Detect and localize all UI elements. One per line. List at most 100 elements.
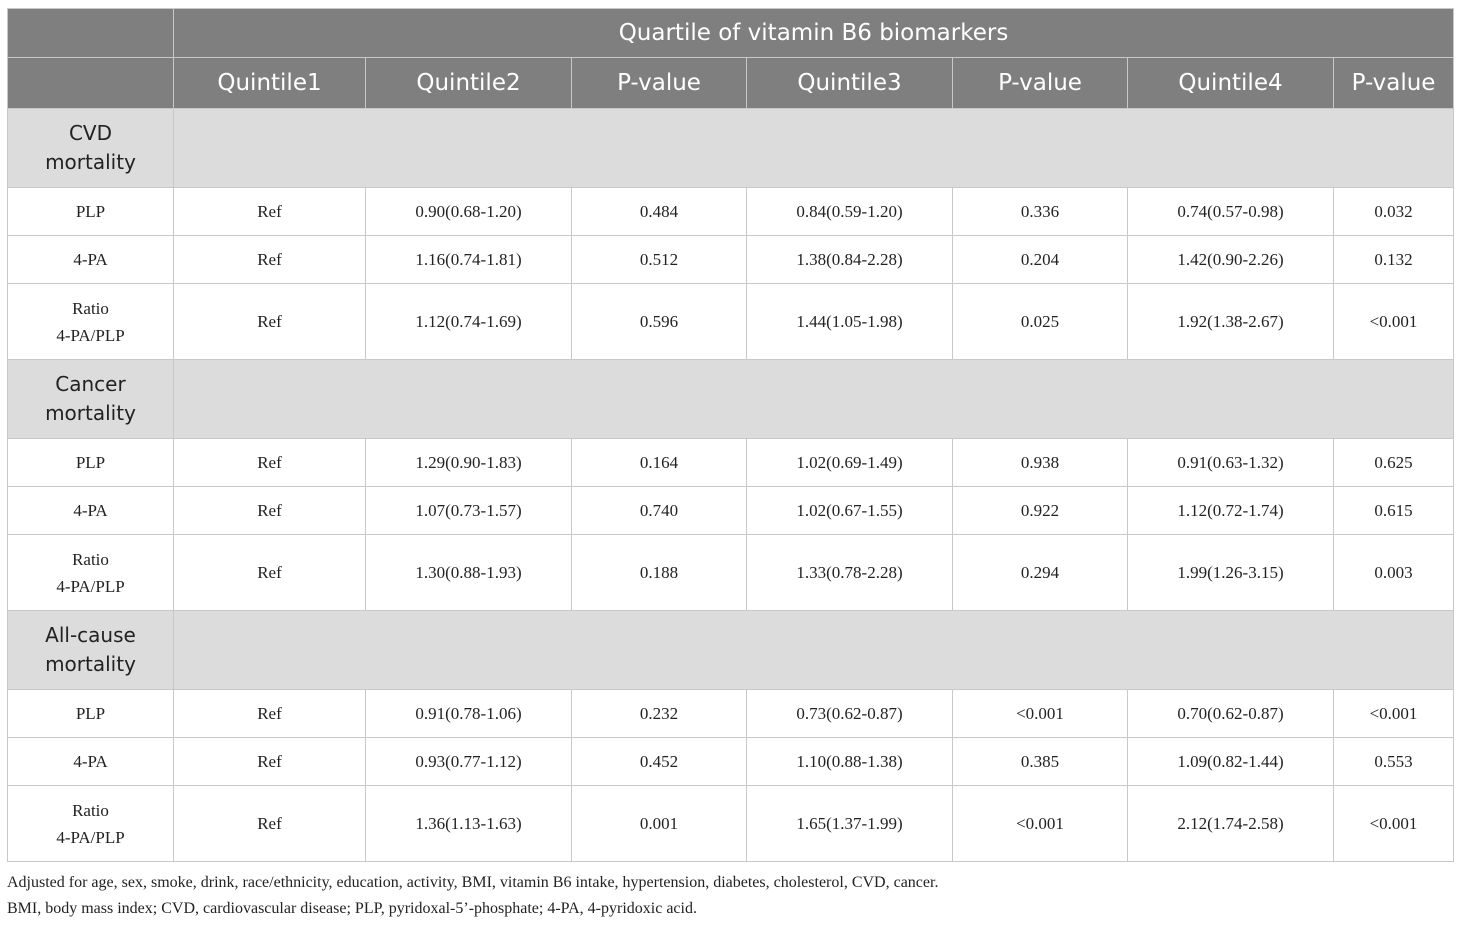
table-cell: 1.12(0.72-1.74) (1127, 486, 1334, 535)
table-cell: 1.30(0.88-1.93) (365, 534, 572, 611)
group-label-line: mortality (45, 652, 136, 676)
group-fill (172, 610, 1455, 690)
table-row: 4-PA Ref 1.16(0.74-1.81) 0.512 1.38(0.84-2.2… (7, 235, 1455, 284)
table-cell: 1.99(1.26-3.15) (1127, 534, 1334, 611)
table-cell: 0.84(0.59-1.20) (746, 187, 953, 236)
table-title: Quartile of vitamin B6 biomarkers (172, 8, 1455, 58)
row-label: 4-PA (7, 486, 174, 535)
table-cell: Ref (173, 187, 366, 236)
table-row: Ratio 4-PA/PLP Ref 1.12(0.74-1.69) 0.596 1.44… (7, 283, 1455, 360)
table-row: Ratio 4-PA/PLP Ref 1.36(1.13-1.63) 0.001 1.65… (7, 785, 1455, 862)
table-cell: 0.032 (1332, 187, 1455, 236)
table-cell: Ref (173, 438, 366, 487)
column-header: Quintile4 (1127, 57, 1334, 109)
row-label-line: Ratio (72, 800, 109, 820)
table-row: 4-PA Ref 0.93(0.77-1.12) 0.452 1.10(0.88-1.3… (7, 737, 1455, 786)
row-label-line: 4-PA/PLP (56, 325, 125, 345)
table-cell: 1.12(0.74-1.69) (365, 283, 572, 360)
table-cell: 0.204 (952, 235, 1128, 284)
table-cell: 1.92(1.38-2.67) (1127, 283, 1334, 360)
table-cell: 0.625 (1332, 438, 1455, 487)
column-header: Quintile2 (365, 57, 572, 109)
row-label: PLP (7, 689, 174, 738)
group-row: CVD mortality (7, 108, 1455, 188)
table-cell: 0.91(0.78-1.06) (365, 689, 572, 738)
table-row: Ratio 4-PA/PLP Ref 1.30(0.88-1.93) 0.188 1.33… (7, 534, 1455, 611)
table-cell: 0.294 (952, 534, 1128, 611)
column-header: P-value (1332, 57, 1455, 109)
row-label: PLP (7, 187, 174, 236)
table-cell: <0.001 (1332, 785, 1455, 862)
table-cell: 0.91(0.63-1.32) (1127, 438, 1334, 487)
table-cell: 0.553 (1332, 737, 1455, 786)
row-label: 4-PA (7, 737, 174, 786)
row-label: Ratio 4-PA/PLP (7, 785, 174, 862)
header-corner-2 (7, 57, 174, 109)
group-label: All-cause mortality (7, 610, 174, 690)
table-cell: 0.003 (1332, 534, 1455, 611)
table-cell: 0.740 (571, 486, 747, 535)
table-cell: 1.33(0.78-2.28) (746, 534, 953, 611)
table-cell: 0.74(0.57-0.98) (1127, 187, 1334, 236)
group-label: CVD mortality (7, 108, 174, 188)
table-row: PLP Ref 1.29(0.90-1.83) 0.164 1.02(0.69-1.49… (7, 438, 1455, 487)
table-cell: 0.70(0.62-0.87) (1127, 689, 1334, 738)
row-label: PLP (7, 438, 174, 487)
table-cell: 1.44(1.05-1.98) (746, 283, 953, 360)
table-cell: Ref (173, 486, 366, 535)
table-cell: <0.001 (952, 785, 1128, 862)
group-fill (172, 359, 1455, 439)
table-cell: 0.922 (952, 486, 1128, 535)
table-cell: 0.232 (571, 689, 747, 738)
row-label: Ratio 4-PA/PLP (7, 534, 174, 611)
table-cell: 0.132 (1332, 235, 1455, 284)
column-header: Quintile3 (746, 57, 953, 109)
table-cell: 1.09(0.82-1.44) (1127, 737, 1334, 786)
group-row: Cancer mortality (7, 359, 1455, 439)
row-label-line: 4-PA/PLP (56, 827, 125, 847)
column-header: Quintile1 (173, 57, 366, 109)
table-cell: 1.02(0.69-1.49) (746, 438, 953, 487)
table-cell: 1.02(0.67-1.55) (746, 486, 953, 535)
row-label: 4-PA (7, 235, 174, 284)
table-cell: <0.001 (1332, 689, 1455, 738)
row-label-line: Ratio (72, 298, 109, 318)
column-header: P-value (952, 57, 1128, 109)
table-cell: 0.385 (952, 737, 1128, 786)
table-cell: Ref (173, 283, 366, 360)
table-cell: 1.38(0.84-2.28) (746, 235, 953, 284)
group-label-line: CVD (68, 121, 113, 145)
table-cell: 0.512 (571, 235, 747, 284)
table-cell: Ref (173, 785, 366, 862)
group-label-line: mortality (45, 150, 136, 174)
table-cell: 1.10(0.88-1.38) (746, 737, 953, 786)
table-cell: 0.164 (571, 438, 747, 487)
table-cell: 0.336 (952, 187, 1128, 236)
group-fill (172, 108, 1455, 188)
results-table: Quartile of vitamin B6 biomarkers Quinti… (7, 8, 1455, 862)
table-cell: 1.29(0.90-1.83) (365, 438, 572, 487)
table-cell: <0.001 (1332, 283, 1455, 360)
table-row: PLP Ref 0.91(0.78-1.06) 0.232 0.73(0.62-0.87… (7, 689, 1455, 738)
table-cell: 0.938 (952, 438, 1128, 487)
table-cell: 0.596 (571, 283, 747, 360)
group-label-line: All-cause (45, 623, 136, 647)
table-cell: 0.484 (571, 187, 747, 236)
table-cell: Ref (173, 534, 366, 611)
group-label-line: Cancer (55, 372, 126, 396)
table-cell: 0.615 (1332, 486, 1455, 535)
table-cell: 1.36(1.13-1.63) (365, 785, 572, 862)
table-cell: <0.001 (952, 689, 1128, 738)
table-row: PLP Ref 0.90(0.68-1.20) 0.484 0.84(0.59-1.20… (7, 187, 1455, 236)
table-cell: 0.025 (952, 283, 1128, 360)
row-label-line: Ratio (72, 549, 109, 569)
row-label-line: 4-PA/PLP (56, 576, 125, 596)
table-cell: 1.16(0.74-1.81) (365, 235, 572, 284)
footnote-adjusted: Adjusted for age, sex, smoke, drink, rac… (7, 874, 939, 891)
table-cell: 1.07(0.73-1.57) (365, 486, 572, 535)
group-label: Cancer mortality (7, 359, 174, 439)
table-cell: 0.90(0.68-1.20) (365, 187, 572, 236)
table-row: 4-PA Ref 1.07(0.73-1.57) 0.740 1.02(0.67-1.5… (7, 486, 1455, 535)
table-cell: 0.73(0.62-0.87) (746, 689, 953, 738)
group-label-line: mortality (45, 401, 136, 425)
